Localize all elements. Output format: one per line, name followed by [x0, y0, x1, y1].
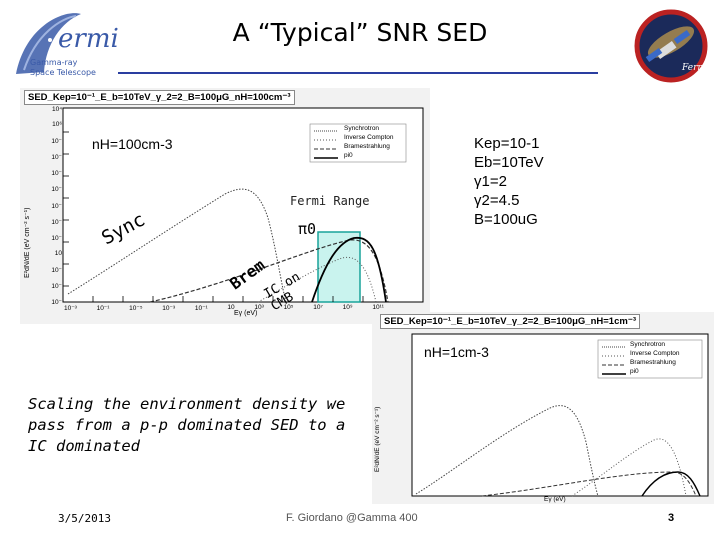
legend-bremsstrahlung: Bramestrahlung [344, 143, 390, 150]
model-parameters: Kep=10-1 Eb=10TeV γ1=2 γ2=4.5 B=100uG [474, 134, 544, 229]
density-label-100: nH=100cm-3 [92, 136, 173, 152]
legend-bremsstrahlung-2: Bramestrahlung [630, 359, 676, 366]
fermi-range-label: Fermi Range [290, 194, 370, 208]
param-gamma2: γ2=4.5 [474, 192, 520, 209]
y-tick-label: 10⁻ [51, 266, 62, 274]
sed-plot-nh1-canvas [372, 312, 714, 504]
fermi-logo-subtitle: Gamma-ray [30, 58, 78, 67]
fermi-logo [16, 13, 81, 74]
y-tick-label: 10⁻ [51, 137, 62, 145]
legend-synchrotron: Synchrotron [344, 125, 380, 132]
plot-title: SED_Kep=10⁻¹_E_b=10TeV_γ_2=2_B=100μG_nH=… [24, 90, 295, 105]
x-tick-label: 10⁻¹ [96, 305, 110, 312]
y-tick-label: 10⁻ [51, 186, 62, 194]
y-tick-label: 10⁻ [51, 170, 62, 177]
page-number: 3 [668, 512, 675, 524]
y-tick-label: 10⁶ [52, 121, 62, 129]
param-gamma1: γ1=2 [474, 173, 507, 190]
x-tick-labels: 10⁻³ 10⁻¹ 10⁻⁵ 10⁻³ 10⁻¹ 10 10³ 10⁵ 10⁷ … [64, 304, 384, 312]
synchrotron-curve [67, 188, 287, 303]
sed-plot-nh1: SED_Kep=10⁻¹_E_b=10TeV_γ_2=2_B=100μG_nH=… [372, 312, 714, 504]
fermi-range-band [317, 231, 361, 303]
y-tick-label: 10⁴ [51, 106, 62, 113]
param-b: B=100uG [474, 211, 538, 228]
sed-plot-nh100: SED_Kep=10⁻¹_E_b=10TeV_γ_2=2_B=100μG_nH=… [20, 88, 430, 324]
param-eb: Eb=10TeV [474, 154, 544, 171]
bremsstrahlung-curve-2 [481, 471, 697, 497]
x-tick-label: 10¹¹ [372, 304, 384, 311]
y-tick-label: 10⁻ [51, 153, 62, 161]
legend-pi0: pi0 [344, 152, 353, 159]
title-underline [118, 72, 598, 74]
footer-date: 3/5/2013 [58, 512, 111, 525]
slide-title: A “Typical” SNR SED [232, 18, 488, 47]
fermi-logo-subtitle-2: Space Telescope [30, 68, 96, 77]
x-tick-label: 10⁷ [313, 304, 323, 311]
y-tick-label: 10⁻ [51, 218, 62, 226]
slide-caption: Scaling the environment density we pass … [28, 395, 346, 455]
x-tick-label: 10 [227, 304, 235, 311]
y-tick-label: 10⁻ [51, 299, 62, 306]
legend-inverse-compton: Inverse Compton [344, 134, 394, 141]
density-label-1: nH=1cm-3 [424, 344, 489, 360]
y-tick-label: 10⁻ [51, 235, 62, 242]
y-tick-label: 10⁻ [51, 282, 62, 290]
footer-author: F. Giordano @Gamma 400 [286, 512, 418, 524]
legend-synchrotron-2: Synchrotron [630, 341, 666, 348]
x-tick-label: 10⁻³ [64, 305, 77, 312]
synchrotron-curve-2 [415, 405, 599, 497]
pi0-curve [311, 236, 387, 303]
pi0-label: π0 [298, 220, 317, 238]
svg-text:Fermi: Fermi [681, 63, 709, 73]
inverse-compton-curve-2 [571, 438, 687, 497]
x-tick-label: 10⁹ [342, 304, 353, 311]
mission-patch-logo: Fermi [628, 6, 714, 84]
fermi-logo-word: ermi [58, 24, 119, 54]
x-tick-label: 10⁻¹ [194, 305, 208, 312]
x-tick-label: 10³ [254, 304, 264, 311]
y-axis-label: E²dN/dE (eV cm⁻² s⁻¹) [24, 207, 31, 278]
legend-inverse-compton-2: Inverse Compton [630, 350, 680, 357]
pi0-curve-2 [641, 471, 701, 497]
y-tick-label: 10 [54, 250, 62, 258]
x-tick-label: 10⁵ [283, 304, 294, 311]
param-kep: Kep=10-1 [474, 135, 540, 152]
x-axis-label: Eγ (eV) [234, 310, 258, 317]
y-tick-label: 10⁻ [51, 202, 62, 210]
x-tick-label: 10⁻⁵ [129, 305, 143, 312]
y-axis-label-2: E²dN/dE (eV cm⁻² s⁻¹) [374, 406, 381, 472]
plot-title-2: SED_Kep=10⁻¹_E_b=10TeV_γ_2=2_B=100μG_nH=… [380, 314, 640, 329]
x-axis-label-2: Eγ (eV) [544, 496, 566, 503]
y-tick-labels: 10⁴ 10⁶ 10⁻ 10⁻ 10⁻ 10⁻ 10⁻ 10⁻ 10⁻ 10 1… [42, 106, 62, 306]
x-tick-label: 10⁻³ [162, 305, 176, 312]
sed-plot-nh100-canvas [20, 88, 430, 324]
inverse-compton-curve [257, 256, 377, 303]
legend-pi0-2: pi0 [630, 368, 639, 375]
